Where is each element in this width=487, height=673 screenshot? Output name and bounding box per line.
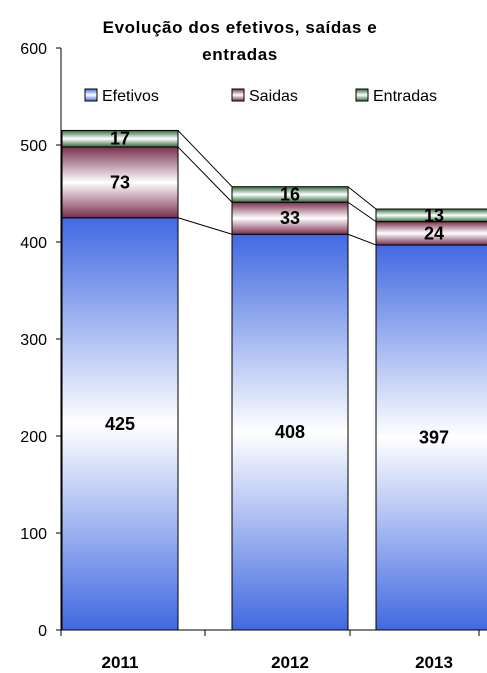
y-tick-label-0: 0 (38, 623, 47, 640)
legend: Efetivos Saidas Entradas (84, 88, 437, 105)
series-line-efetivos-0 (177, 217, 233, 235)
legend-swatch-saidas (231, 88, 245, 102)
bar-efetivos-2013 (375, 244, 487, 631)
series-line-entradas-0 (177, 130, 233, 188)
y-tick-label-200: 200 (20, 429, 47, 446)
legend-item-efetivos: Efetivos (84, 88, 159, 105)
series-line-saidas-1 (347, 201, 377, 223)
y-tick-label-400: 400 (20, 235, 47, 252)
bar-saidas-2012 (231, 201, 349, 235)
y-tick-label-600: 600 (20, 41, 47, 58)
series-line-saidas-0 (177, 146, 233, 203)
data-label-saidas-2012: 33 (280, 208, 300, 228)
chart-title: Evolução dos efetivos, saídas e entradas (102, 18, 378, 64)
bar-entradas-2012 (231, 186, 349, 203)
data-label-efetivos-2012: 408 (275, 422, 305, 442)
data-label-saidas-2011: 73 (110, 172, 130, 192)
data-label-entradas-2011: 17 (110, 129, 130, 149)
data-label-efetivos-2011: 425 (105, 414, 135, 434)
bar-efetivos-2012 (231, 233, 349, 631)
axes: 0 100 200 300 400 500 600 2011 2012 2013 (20, 41, 480, 672)
legend-swatch-entradas (355, 88, 369, 102)
data-label-saidas-2013: 24 (424, 223, 444, 243)
y-tick-label-500: 500 (20, 138, 47, 155)
series-line-entradas-1 (347, 186, 377, 210)
legend-label-entradas: Entradas (373, 88, 437, 105)
bar-entradas-2011 (61, 129, 179, 148)
series-lines (177, 130, 377, 246)
y-tick-label-300: 300 (20, 332, 47, 349)
series-line-efetivos-1 (347, 233, 377, 246)
legend-label-efetivos: Efetivos (102, 88, 159, 105)
x-tick-label-2012: 2012 (271, 653, 309, 672)
x-tick-label-2011: 2011 (102, 653, 139, 672)
data-label-entradas-2012: 16 (280, 184, 300, 204)
legend-label-saidas: Saidas (249, 88, 298, 105)
y-tick-label-100: 100 (20, 526, 47, 543)
legend-item-entradas: Entradas (355, 88, 437, 105)
bars (61, 129, 487, 631)
bar-efetivos-2011 (61, 217, 179, 631)
data-label-efetivos-2013: 397 (419, 427, 449, 447)
legend-item-saidas: Saidas (231, 88, 298, 105)
bar-entradas-2013 (375, 208, 487, 223)
x-tick-label-2013: 2013 (415, 653, 453, 672)
data-label-entradas-2013: 13 (424, 205, 444, 225)
legend-swatch-efetivos (84, 88, 98, 102)
